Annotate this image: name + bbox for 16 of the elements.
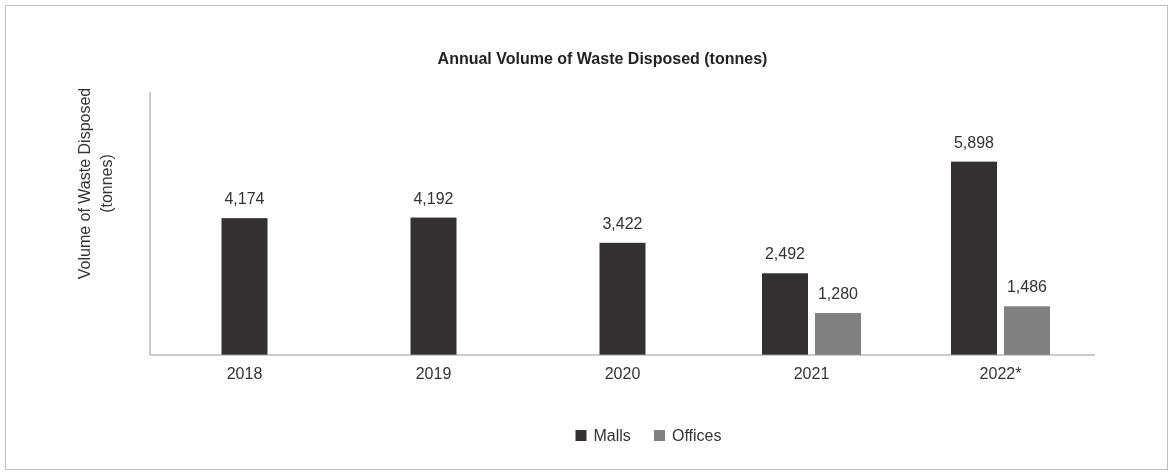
data-label: 1,280: [817, 285, 859, 303]
legend-label: Malls: [593, 427, 631, 444]
data-label: 4,174: [224, 190, 265, 208]
x-tick-label: 2022*: [979, 365, 1022, 382]
x-tick-label: 2019: [415, 365, 452, 382]
x-tick-label: 2021: [793, 365, 830, 382]
x-tick-label: 2020: [604, 365, 641, 382]
legend-label: Offices: [672, 427, 722, 444]
data-label: 4,192: [413, 189, 454, 207]
x-tick-label: 2018: [226, 365, 263, 382]
data-label: 3,422: [602, 214, 643, 232]
data-label: 1,486: [1006, 278, 1048, 296]
y-axis-title: Volume of Waste Disposed (tonnes): [76, 87, 115, 280]
data-label: 2,492: [764, 245, 806, 263]
chart-title: Annual Volume of Waste Disposed (tonnes): [437, 50, 768, 67]
data-label: 5,898: [953, 133, 995, 151]
